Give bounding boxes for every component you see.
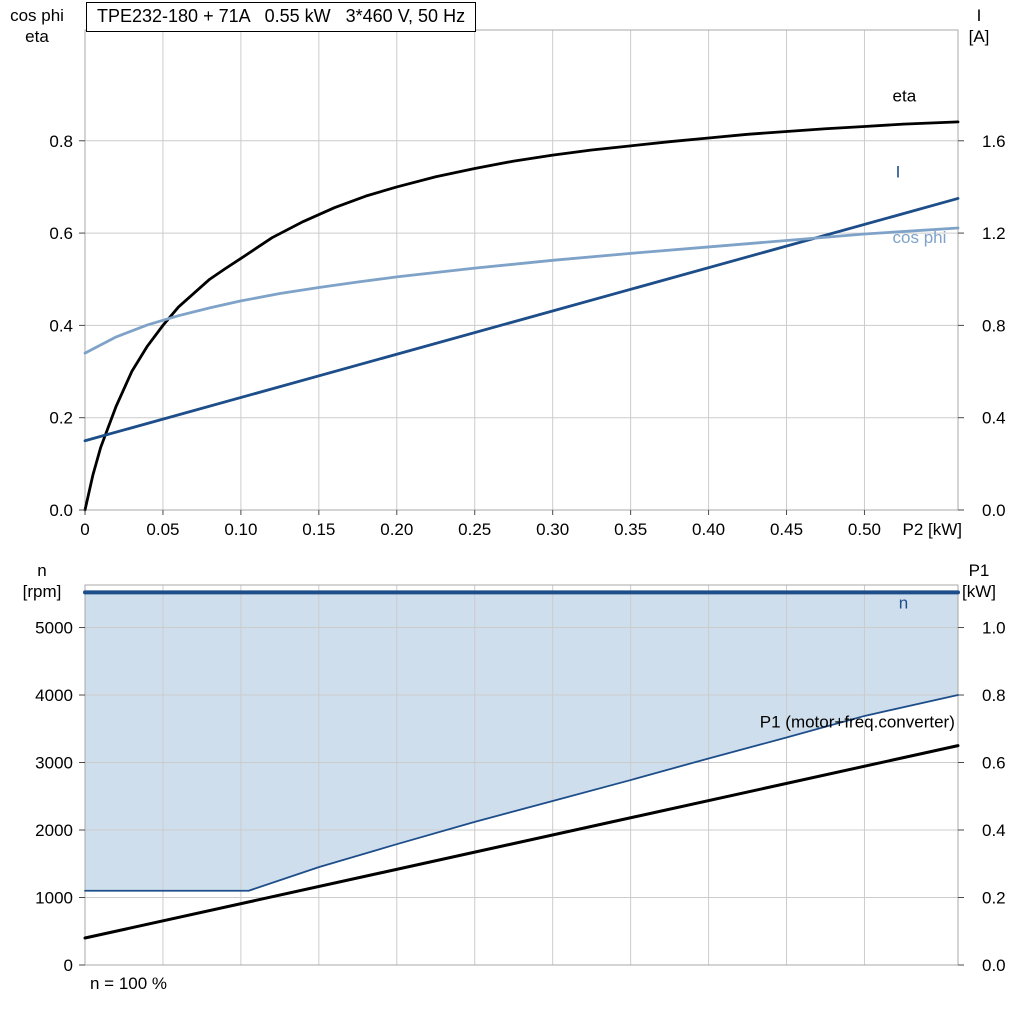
x-tick-label: 0.15 <box>302 520 335 539</box>
bottom-chart-right-axis-title: P1 [kW] <box>948 560 1010 602</box>
y-right-tick-label: 0.0 <box>982 956 1006 975</box>
chart-title-box: TPE232-180 + 71A 0.55 kW 3*460 V, 50 Hz <box>86 2 477 32</box>
x-tick-label: 0.35 <box>614 520 647 539</box>
y-right-tick-label: 0.6 <box>982 754 1006 773</box>
y-right-tick-label: 0.0 <box>982 501 1006 520</box>
left-axis-title-line1: cos phi <box>10 6 64 25</box>
power-axis-title-line1: P1 <box>968 561 990 580</box>
y-left-tick-label: 0.0 <box>49 501 73 520</box>
top-chart-right-axis-title: I [A] <box>950 5 1008 47</box>
x-tick-label: 0 <box>80 520 89 539</box>
bottom-chart: 0 1000 2000 3000 4000 5000 0.0 0.2 0.4 0.6 0.8 1.0 n… <box>35 584 1006 975</box>
series-n-min <box>84 694 959 892</box>
y-left-tick-label: 0.8 <box>49 132 73 151</box>
bottom-chart-left-axis-title: n [rpm] <box>12 560 72 602</box>
right-axis-title-line1: I <box>976 6 982 25</box>
x-tick-label: 0.30 <box>536 520 569 539</box>
y-left-tick-label: 3000 <box>35 754 73 773</box>
y-left-tick-label: 4000 <box>35 686 73 705</box>
y-left-tick-label: 2000 <box>35 821 73 840</box>
y-right-tick-label: 0.2 <box>982 889 1006 908</box>
top-chart: 0 0.05 0.10 0.15 0.20 0.25 0.30 0.35 0.40 0.45 0.5… <box>49 29 1006 539</box>
plot-frame <box>84 29 959 511</box>
annotation-cos-phi: cos phi <box>893 228 947 247</box>
annotation-p1-motor-freq-converter: P1 (motor+freq.converter) <box>760 712 955 731</box>
right-axis-title-line2: [A] <box>968 27 990 46</box>
speed-range-fill <box>85 592 958 891</box>
y-left-tick-label: 5000 <box>35 619 73 638</box>
y-right-tick-label: 1.6 <box>982 132 1006 151</box>
y-left-tick-label: 0.2 <box>49 409 73 428</box>
plot-frame <box>84 584 959 966</box>
speed-axis-title-line2: [rpm] <box>22 582 62 601</box>
y-left-tick-label: 1000 <box>35 889 73 908</box>
y-right-tick-label: 0.8 <box>982 316 1006 335</box>
x-tick-label: 0.10 <box>224 520 257 539</box>
x-tick-label: 0.50 <box>848 520 881 539</box>
series-p1-motor-freq-converter <box>83 744 960 940</box>
y-right-tick-label: 0.8 <box>982 686 1006 705</box>
annotation-eta: eta <box>893 87 917 106</box>
speed-axis-title-line1: n <box>37 561 47 580</box>
series-eta <box>83 120 960 512</box>
y-left-tick-label: 0.6 <box>49 224 73 243</box>
x-axis-unit-label: P2 [kW] <box>902 520 962 539</box>
top-chart-left-axis-title: cos phi eta <box>4 5 70 47</box>
left-axis-title-line2: eta <box>25 27 49 46</box>
y-right-tick-label: 0.4 <box>982 409 1006 428</box>
annotation-n: n <box>899 594 908 613</box>
annotation-i: I <box>896 163 901 182</box>
y-right-tick-label: 0.4 <box>982 821 1006 840</box>
x-tick-label: 0.05 <box>146 520 179 539</box>
series-cos-phi <box>83 226 960 355</box>
y-right-tick-label: 1.2 <box>982 224 1006 243</box>
x-tick-label: 0.20 <box>380 520 413 539</box>
y-right-tick-label: 1.0 <box>982 619 1006 638</box>
x-tick-label: 0.45 <box>770 520 803 539</box>
y-left-tick-label: 0.4 <box>49 316 73 335</box>
x-tick-label: 0.25 <box>458 520 491 539</box>
speed-footnote: n = 100 % <box>90 974 168 993</box>
power-axis-title-line2: [kW] <box>962 582 996 601</box>
y-left-tick-label: 0 <box>64 956 73 975</box>
series-i <box>83 197 960 443</box>
x-tick-label: 0.40 <box>692 520 725 539</box>
